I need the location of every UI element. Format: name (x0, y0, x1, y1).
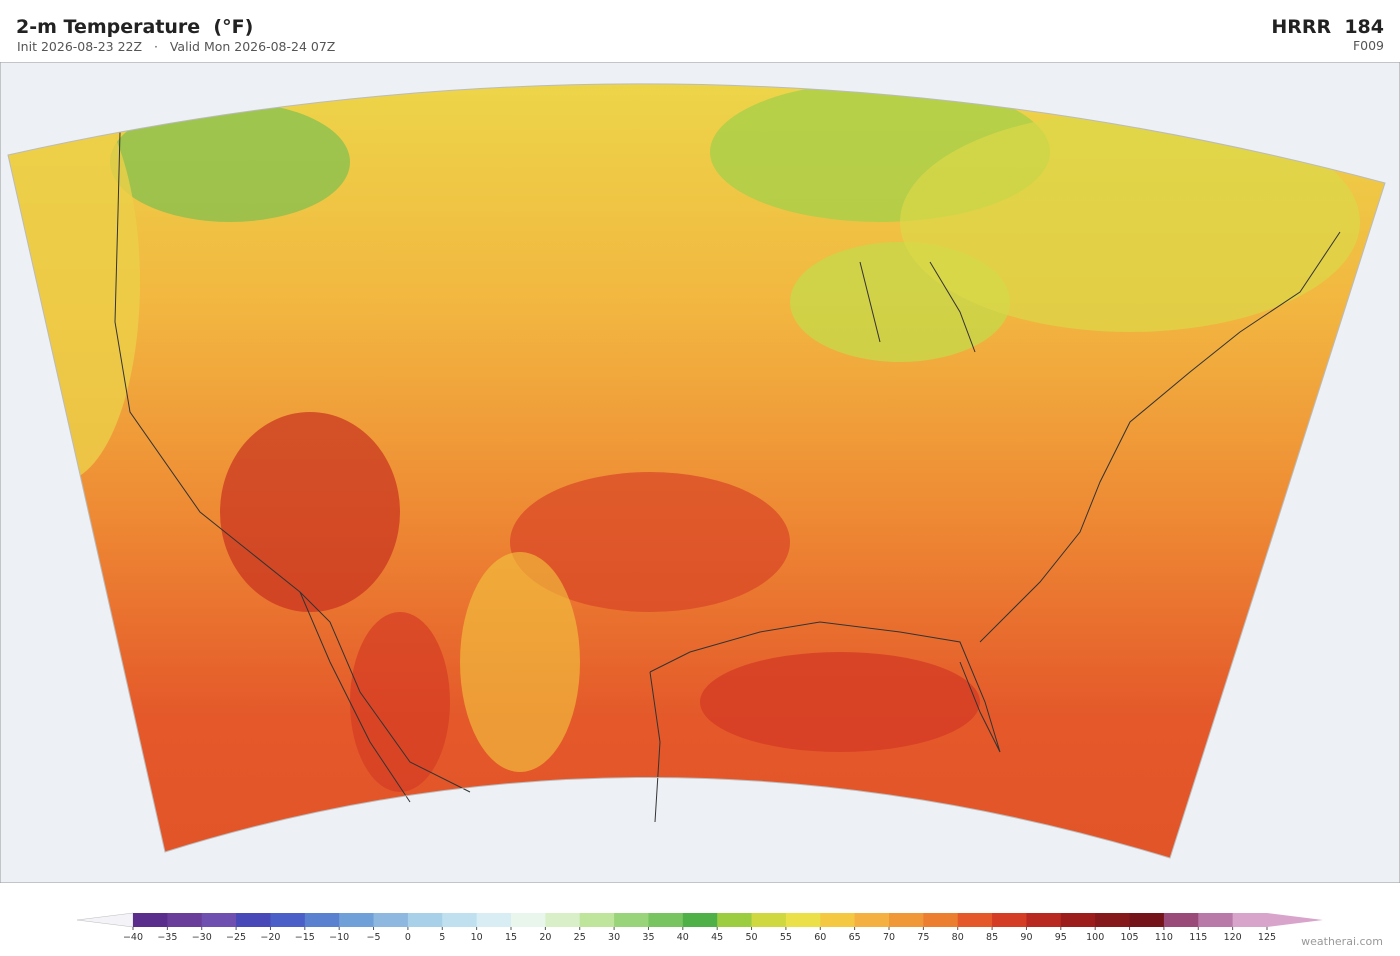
colorbar-tick-label: 35 (642, 932, 654, 943)
colorbar-tick-label: 10 (471, 932, 483, 943)
colorbar-bin (167, 913, 203, 927)
colorbar-bin (785, 913, 821, 927)
colorbar-tick-label: −5 (367, 932, 381, 943)
colorbar-tick-label: 120 (1224, 932, 1242, 943)
colorbar-tick-label: −35 (157, 932, 177, 943)
colorbar-tick-label: 85 (986, 932, 998, 943)
colorbar-tick-label: −15 (295, 932, 315, 943)
colorbar-tick-label: −25 (226, 932, 246, 943)
coastlines (114, 131, 1341, 823)
colorbar-bin (648, 913, 684, 927)
colorbar-bin (511, 913, 546, 927)
colorbar-tick-label: −10 (329, 932, 349, 943)
colorbar-bin (236, 913, 271, 927)
colorbar-tick-label: 0 (405, 932, 411, 943)
colorbar-bin (1026, 913, 1062, 927)
watermark: weatherai.com (1301, 935, 1383, 948)
colorbar-tick-label: 105 (1120, 932, 1138, 943)
colorbar-tick-label: 60 (814, 932, 826, 943)
colorbar-tick-label: 20 (539, 932, 551, 943)
colorbar-tick-label: −40 (123, 932, 143, 943)
colorbar-tick-label: −30 (192, 932, 212, 943)
colorbar-tick-label: 40 (677, 932, 689, 943)
colorbar-bin (889, 913, 924, 927)
colorbar-bin (545, 913, 581, 927)
colorbar-tick-label: 5 (439, 932, 445, 943)
colorbar-tick-label: 30 (608, 932, 620, 943)
colorbar-tick-label: 125 (1258, 932, 1276, 943)
colorbar-bin (1060, 913, 1096, 927)
colorbar-tick-label: 65 (849, 932, 861, 943)
colorbar-bin (442, 913, 478, 927)
colorbar-bin (1163, 913, 1199, 927)
colorbar-bin (407, 913, 443, 927)
map (0, 62, 1400, 883)
colorbar-bin (133, 913, 168, 927)
colorbar-bin (1232, 913, 1268, 927)
colorbar-bin (854, 913, 890, 927)
colorbar-bin (476, 913, 512, 927)
subtitle: Init 2026-08-23 22Z · Valid Mon 2026-08-… (17, 39, 336, 54)
colorbar-bin (1198, 913, 1234, 927)
colorbar-bin (1095, 913, 1131, 927)
colorbar-tick-label: 25 (574, 932, 586, 943)
temperature-field (8, 83, 1385, 859)
colorbar-bin (270, 913, 306, 927)
colorbar-tick-label: −20 (260, 932, 280, 943)
colorbar-tick-label: 110 (1155, 932, 1173, 943)
colorbar-bin (682, 913, 718, 927)
colorbar-tick-label: 55 (780, 932, 792, 943)
colorbar-bin (339, 913, 375, 927)
colorbar-tick-label: 95 (1055, 932, 1067, 943)
colorbar-tick-label: 15 (505, 932, 517, 943)
colorbar-tick-label: 90 (1020, 932, 1032, 943)
colorbar-bin (751, 913, 787, 927)
title: 2-m Temperature (°F) (16, 16, 254, 38)
colorbar-bin (373, 913, 409, 927)
colorbar-bin (717, 913, 753, 927)
colorbar-tick-label: 115 (1189, 932, 1207, 943)
colorbar-tick-label: 100 (1086, 932, 1104, 943)
colorbar-tick-label: 80 (952, 932, 964, 943)
colorbar-bin (820, 913, 856, 927)
colorbar-tick-label: 75 (917, 932, 929, 943)
domain-edge (7, 83, 1386, 859)
colorbar-tick-label: 70 (883, 932, 895, 943)
colorbar-over (1267, 913, 1323, 927)
colorbar-under (76, 912, 134, 928)
colorbar-bin (579, 913, 615, 927)
colorbar-tick-label: 45 (711, 932, 723, 943)
model-label: HRRR 184 (1271, 16, 1384, 38)
colorbar-bin (923, 913, 959, 927)
colorbar: −40 −35 −30 −25 −20 −15 −10 −5 0 5 10 15 20 25 30 35 40 4… (76, 912, 1323, 943)
colorbar-bin (201, 913, 237, 927)
colorbar-bin (992, 913, 1027, 927)
colorbar-bin (614, 913, 649, 927)
colorbar-bin (304, 913, 340, 927)
forecast-hour: F009 (1352, 38, 1384, 53)
colorbar-bin (957, 913, 993, 927)
colorbar-tick-label: 50 (745, 932, 757, 943)
colorbar-bin (1129, 913, 1165, 927)
